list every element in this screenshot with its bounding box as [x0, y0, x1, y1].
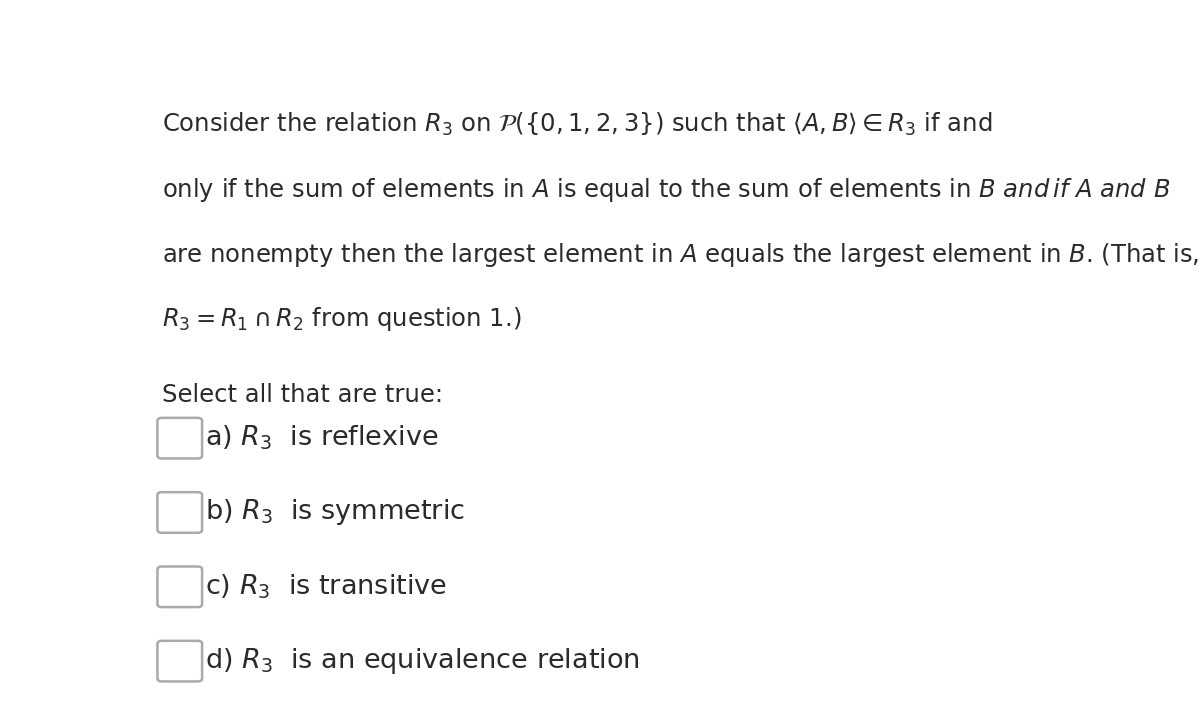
- Text: Consider the relation $R_3$ on $\mathcal{P}(\{0, 1, 2, 3\})$ such that $\langle : Consider the relation $R_3$ on $\mathcal…: [162, 111, 992, 138]
- Text: c) $R_3$  is transitive: c) $R_3$ is transitive: [205, 573, 446, 601]
- Text: are nonempty then the largest element in $A$ equals the largest element in $B$. : are nonempty then the largest element in…: [162, 240, 1200, 269]
- Text: $R_3 = R_1 \cap R_2$ from question 1.): $R_3 = R_1 \cap R_2$ from question 1.): [162, 305, 522, 333]
- Text: only if the sum of elements in $A$ is equal to the sum of elements in $B$ $\math: only if the sum of elements in $A$ is eq…: [162, 176, 1170, 204]
- Text: Select all that are true:: Select all that are true:: [162, 383, 443, 407]
- Text: d) $R_3$  is an equivalence relation: d) $R_3$ is an equivalence relation: [205, 646, 640, 676]
- Text: a) $R_3$  is reflexive: a) $R_3$ is reflexive: [205, 424, 438, 453]
- Text: b) $R_3$  is symmetric: b) $R_3$ is symmetric: [205, 498, 464, 528]
